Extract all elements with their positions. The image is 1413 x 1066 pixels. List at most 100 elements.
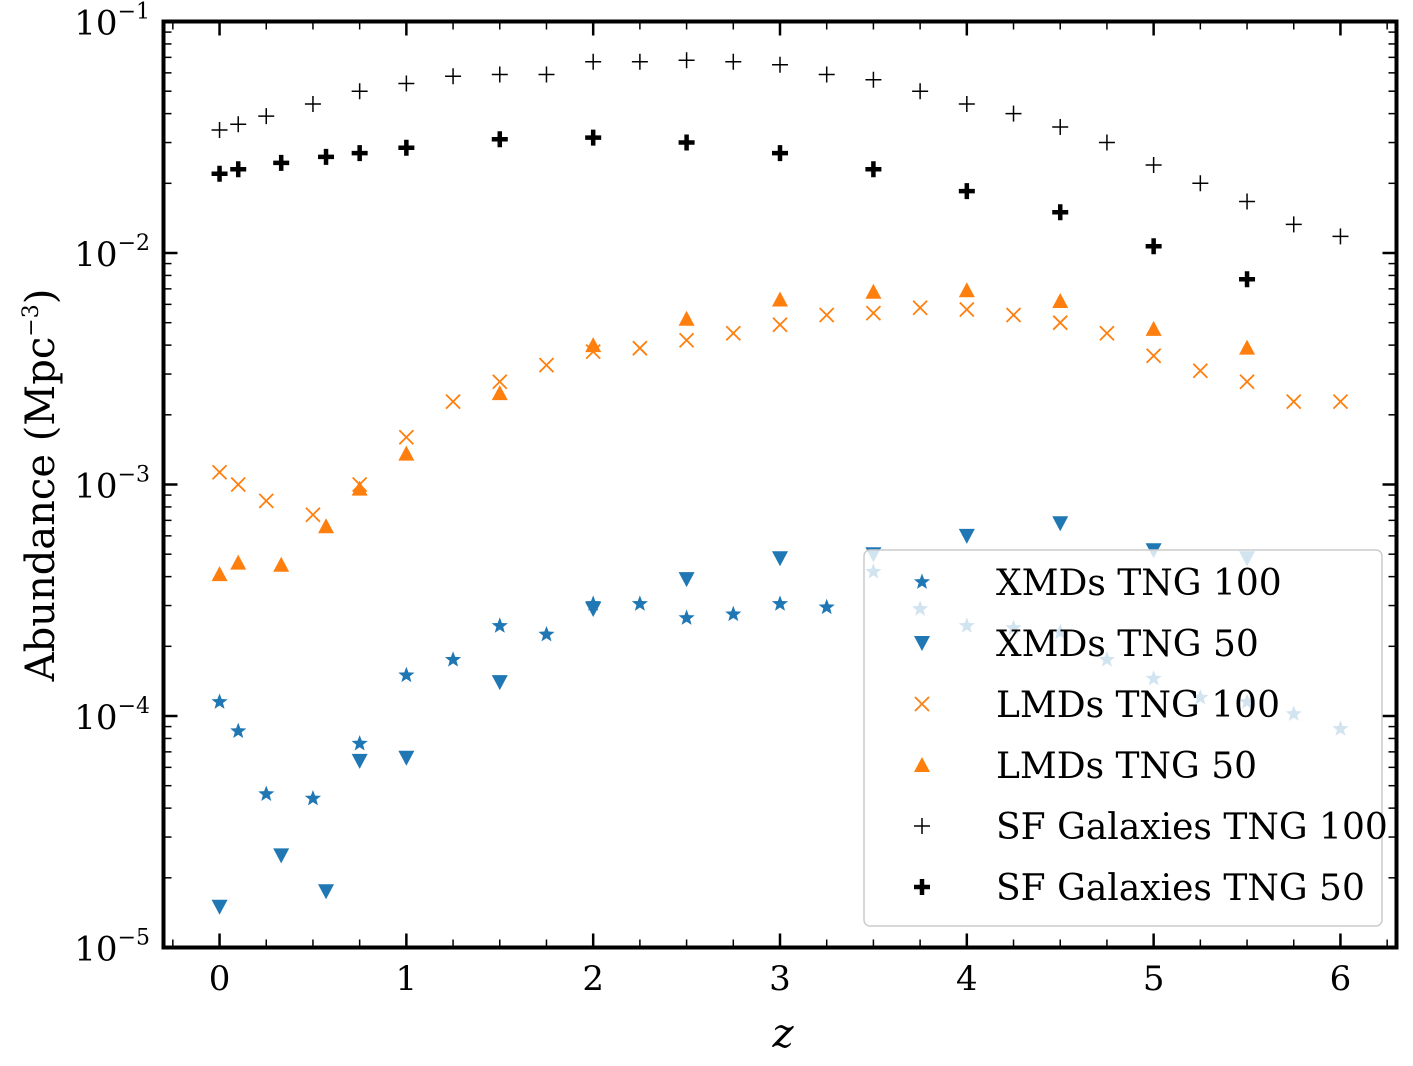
data-point (1145, 156, 1162, 173)
data-point (1052, 293, 1069, 309)
data-point (351, 735, 368, 751)
data-point (211, 899, 228, 915)
data-point (1332, 394, 1349, 410)
data-point (258, 108, 275, 125)
legend-marker (914, 636, 930, 651)
x-tick-labels: 0 1 2 3 4 5 6 (209, 959, 1352, 999)
legend-marker (914, 757, 930, 772)
series-sf-galaxies-tng-50 (211, 129, 1256, 288)
y-tick-label: 10−4 (74, 694, 150, 738)
x-tick-label: 3 (769, 959, 791, 999)
data-point (678, 572, 695, 588)
x-tick-label: 0 (209, 959, 231, 999)
data-point (351, 480, 368, 496)
data-point (258, 493, 274, 509)
data-point (725, 53, 742, 70)
data-point (211, 121, 228, 138)
x-tick-label: 5 (1143, 959, 1165, 999)
data-point (1192, 175, 1209, 192)
data-point (585, 601, 602, 617)
data-point (865, 283, 882, 299)
data-point (304, 96, 321, 113)
legend-label: XMDs TNG 100 (996, 563, 1282, 604)
series-sf-galaxies-tng-100 (211, 52, 1349, 245)
data-point (772, 291, 788, 307)
data-point (1052, 204, 1069, 221)
data-point (491, 675, 508, 691)
data-point (725, 605, 742, 622)
data-point (772, 551, 788, 567)
data-point (273, 556, 290, 572)
data-point (959, 301, 975, 318)
data-point (772, 317, 788, 333)
data-point (491, 131, 508, 148)
legend: XMDs TNG 100 XMDs TNG 50 LMDs TNG 100 LMDs … (863, 549, 1388, 927)
data-point (491, 385, 508, 401)
data-point (444, 651, 462, 667)
data-point (912, 83, 929, 100)
data-point (1239, 374, 1255, 390)
data-point (1239, 339, 1256, 355)
data-point (818, 66, 835, 83)
data-point (958, 96, 975, 113)
x-tick-label: 2 (582, 959, 604, 999)
data-point (1005, 105, 1022, 122)
legend-marker (913, 573, 931, 589)
data-point (398, 666, 415, 683)
data-point (678, 609, 695, 625)
data-point (678, 332, 695, 348)
legend-marker (914, 818, 930, 834)
data-point (398, 750, 415, 766)
data-point (230, 476, 246, 493)
legend-marker (914, 696, 930, 712)
plot-frame (161, 19, 1399, 950)
data-point (398, 445, 415, 461)
data-point (585, 129, 602, 146)
data-point (1146, 348, 1162, 364)
x-tick-label: 6 (1330, 959, 1352, 999)
data-point (772, 56, 788, 73)
data-point (538, 357, 555, 373)
data-point (1332, 228, 1349, 245)
legend-box (863, 549, 1383, 927)
data-point (318, 884, 335, 900)
data-point (1145, 238, 1162, 255)
data-point (678, 310, 695, 326)
data-point (445, 394, 461, 410)
data-point (585, 337, 602, 353)
x-tick-label: 1 (396, 959, 418, 999)
data-point (865, 71, 882, 88)
legend-label: SF Galaxies TNG 100 (996, 807, 1388, 848)
data-point (230, 161, 247, 178)
data-point (1239, 271, 1256, 288)
data-point (1099, 325, 1115, 341)
data-point (725, 325, 741, 341)
data-point (398, 139, 415, 156)
y-axis-title: Abundance (Mpc−3) (18, 289, 64, 683)
data-point (305, 507, 321, 523)
data-point (211, 566, 228, 582)
data-point (1285, 216, 1302, 233)
data-point (318, 148, 335, 165)
y-tick-labels: 10−5 10−4 10−3 10−2 10−1 (74, 0, 150, 970)
data-point (1239, 193, 1256, 210)
data-point (538, 625, 555, 642)
data-point (631, 53, 648, 70)
data-point (1286, 394, 1302, 410)
x-tick-label: 4 (956, 959, 978, 999)
y-tick-label: 10−5 (74, 926, 150, 970)
data-point (1192, 363, 1208, 379)
data-point (318, 518, 335, 534)
data-point (491, 617, 508, 633)
legend-label: XMDs TNG 50 (996, 624, 1259, 665)
data-point (398, 429, 415, 445)
data-point (912, 300, 928, 316)
data-point (211, 165, 228, 182)
data-point (1052, 315, 1068, 331)
data-point (351, 145, 368, 162)
data-point (958, 282, 975, 298)
legend-marker (914, 879, 930, 895)
data-point (538, 66, 555, 83)
data-point (678, 52, 695, 69)
